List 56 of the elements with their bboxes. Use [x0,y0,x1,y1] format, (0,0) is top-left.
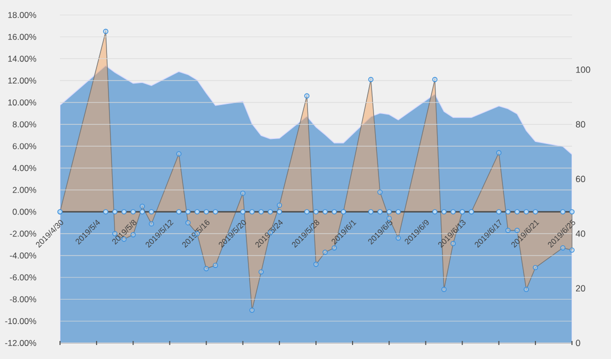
point [524,209,529,214]
point [450,209,456,214]
y-tick-label: -10.00% [5,318,36,324]
y-tick-label: 6.00% [12,143,36,150]
y-tick-label: 16.00% [8,34,36,40]
point [212,209,218,214]
y-tick-label: 4.00% [12,165,36,172]
point [121,209,127,214]
point [532,209,538,214]
point [514,209,520,214]
point [396,209,401,214]
point [103,209,108,214]
y-tick-label: -12.00% [5,340,36,346]
y2-tick-label: 60 [576,176,586,182]
point [176,209,182,214]
point [432,209,438,214]
y-tick-label: -2.00% [10,230,36,237]
y-tick-label: 8.00% [12,121,36,128]
point [304,209,310,214]
y-tick-label: -6.00% [10,274,36,280]
y-tick-label: 14.00% [8,56,36,62]
point [496,209,502,214]
point [148,209,154,214]
y2-tick-label: 100 [576,66,590,73]
point [377,209,383,214]
point [194,209,200,214]
point [268,209,273,214]
point [560,209,566,214]
point [276,209,282,214]
point [322,209,328,214]
y-tick-label: -4.00% [10,252,36,259]
point [185,209,191,214]
point [441,209,447,214]
point [204,209,209,214]
point [140,209,145,214]
y-tick-label: -8.00% [10,296,36,302]
y2-tick-label: 20 [576,285,586,292]
point [313,209,319,214]
y2-tick-label: 0 [576,340,580,346]
y-tick-label: 12.00% [8,78,36,84]
point [332,209,337,214]
point [249,209,255,214]
y-tick-label: 10.00% [8,99,36,106]
point [386,209,392,214]
point [505,209,511,214]
y-tick-label: 2.00% [12,186,36,193]
point [258,209,264,214]
y-tick-label: 18.00% [8,12,36,18]
point [130,209,136,214]
y2-tick-label: 40 [576,230,586,237]
point [112,209,118,214]
y2-tick-label: 80 [576,121,586,128]
point [240,209,246,214]
y-tick-label: 0.00% [12,208,36,215]
point [569,209,575,214]
point [368,209,374,214]
